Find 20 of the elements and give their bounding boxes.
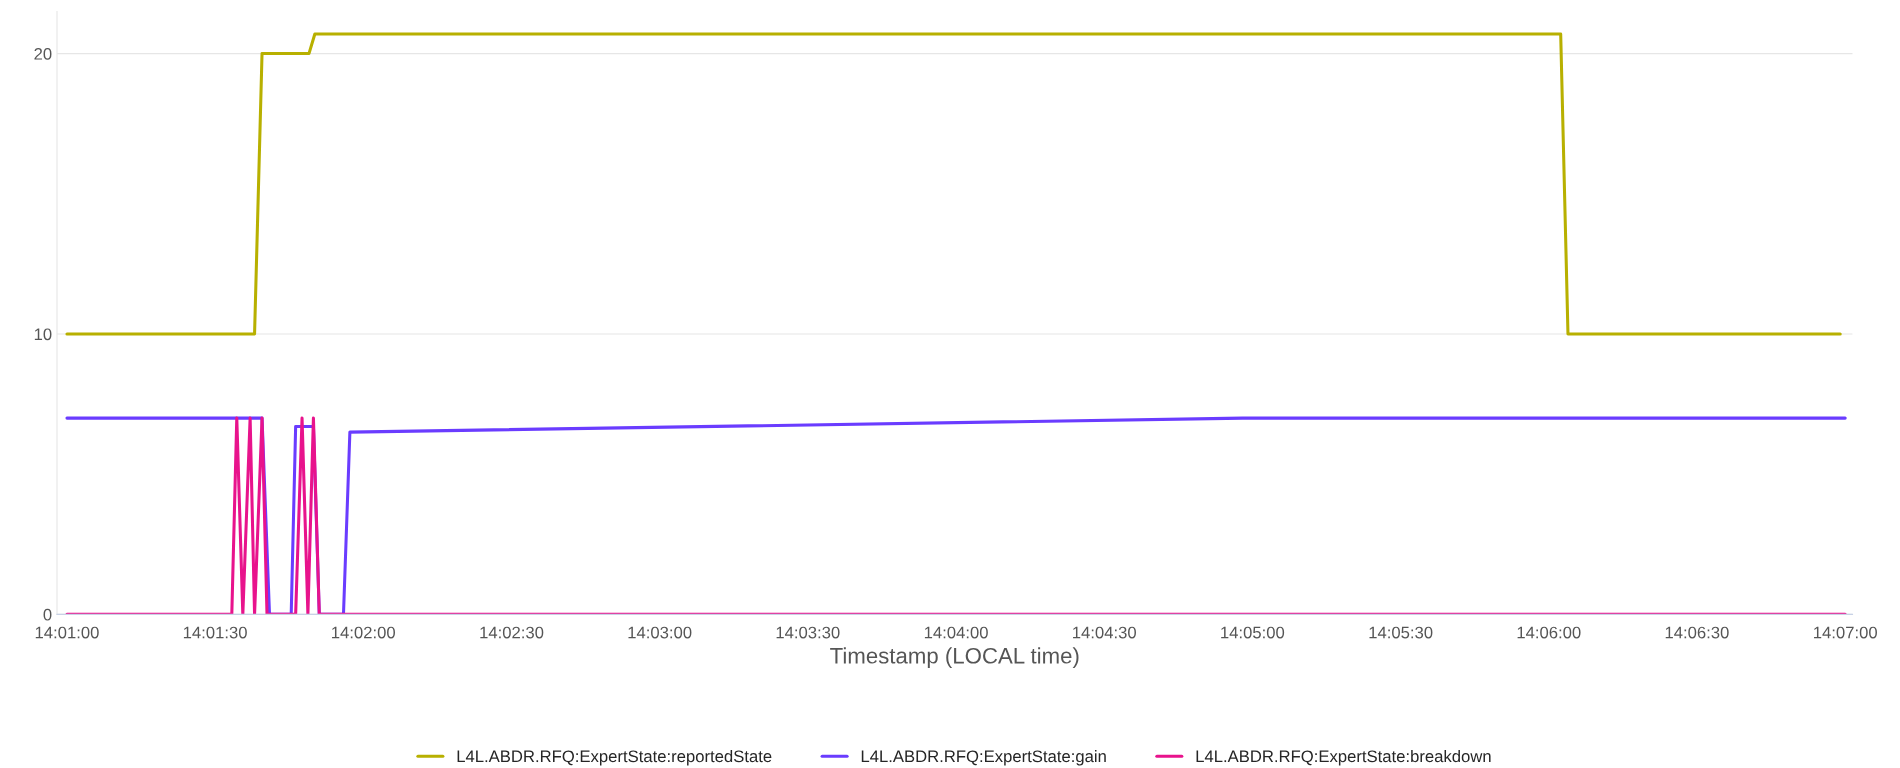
y-tick-label: 20 [34,47,52,60]
y-tick-label: 10 [34,328,52,341]
y-tick-label: 0 [43,608,52,621]
x-tick-label: 14:05:00 [1221,626,1285,639]
legend-label: L4L.ABDR.RFQ:ExpertState:breakdown [1196,749,1491,766]
x-tick-label: 14:01:00 [35,626,99,639]
x-tick-label: 14:06:00 [1517,626,1581,639]
x-axis-title: Timestamp (LOCAL time) [830,647,1079,669]
x-tick-label: 14:03:30 [776,626,840,639]
x-tick-label: 14:06:30 [1665,626,1729,639]
x-tick-label: 14:02:30 [480,626,544,639]
x-tick-label: 14:02:00 [332,626,395,639]
x-tick-label: 14:01:30 [183,626,247,639]
x-tick-label: 14:07:00 [1814,626,1877,639]
legend-label: L4L.ABDR.RFQ:ExpertState:gain [861,749,1106,766]
x-tick-label: 14:03:00 [628,626,692,639]
legend-label: L4L.ABDR.RFQ:ExpertState:reportedState [457,749,772,766]
x-tick-label: 14:05:30 [1369,626,1433,639]
x-tick-label: 14:04:00 [924,626,988,639]
x-tick-label: 14:04:30 [1073,626,1136,639]
